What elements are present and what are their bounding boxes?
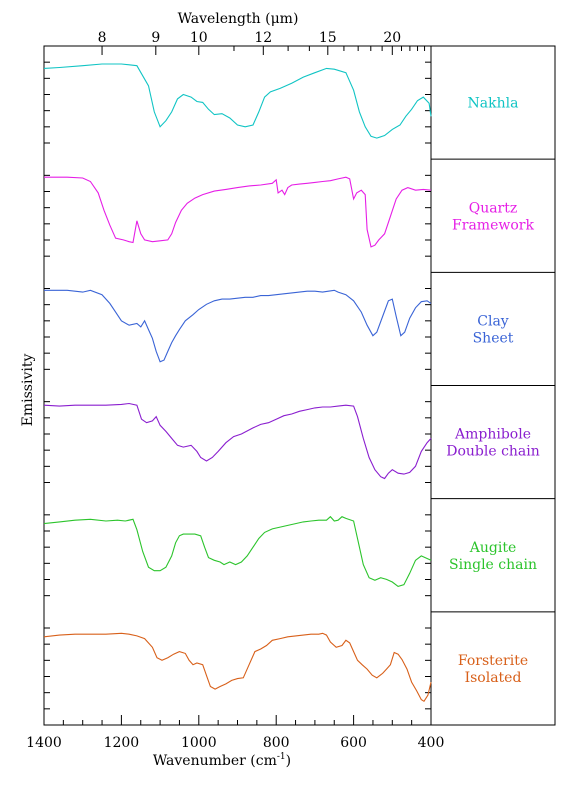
series-label: Single chain xyxy=(449,557,537,573)
series-label: Augite xyxy=(469,540,516,556)
top-axis-label: Wavelength (μm) xyxy=(178,11,299,27)
top-tick-label: 8 xyxy=(98,30,107,46)
series-line-augite-single-chain xyxy=(43,515,432,588)
x-axis-label-tail: ) xyxy=(286,753,291,769)
top-tick-label: 20 xyxy=(383,30,401,46)
top-tick-label: 9 xyxy=(151,30,160,46)
series-label: Framework xyxy=(452,217,534,233)
x-tick-label: 1200 xyxy=(104,735,140,751)
x-tick-label: 800 xyxy=(263,735,290,751)
series-line-quartz-framework xyxy=(44,176,432,248)
axis-ticks: 1400 1200 1000 800 600 400 8 9 10 12 15 20 xyxy=(26,30,444,751)
series-label: Clay xyxy=(477,313,509,329)
x-tick-label: 400 xyxy=(418,735,445,751)
y-axis-label: Emissivity xyxy=(20,354,36,427)
top-tick-label: 12 xyxy=(254,30,272,46)
series-label: Nakhla xyxy=(468,96,519,112)
series-line-forsterite-isolated xyxy=(43,632,432,703)
spectra-curves xyxy=(43,63,432,703)
top-tick-label: 15 xyxy=(319,30,337,46)
plot-panel-frame xyxy=(43,45,556,726)
x-axis-label-sup: -1 xyxy=(277,752,286,762)
x-tick-label: 1400 xyxy=(26,735,62,751)
top-tick-label: 10 xyxy=(190,30,208,46)
series-label: Amphibole xyxy=(454,427,531,443)
x-tick-label: 1000 xyxy=(181,735,217,751)
series-line-amphibole-double-chain xyxy=(43,402,432,480)
series-label: Isolated xyxy=(465,670,522,686)
series-label: Double chain xyxy=(446,444,540,460)
x-tick-label: 600 xyxy=(340,735,367,751)
series-line-nakhla xyxy=(43,63,432,139)
series-label: Sheet xyxy=(473,330,514,346)
series-label: Quartz xyxy=(469,200,518,216)
x-axis-label-main: Wavenumber (cm xyxy=(153,753,277,769)
series-line-clay-sheet xyxy=(44,289,432,363)
x-axis-label: Wavenumber (cm-1) xyxy=(153,752,291,769)
series-label: Forsterite xyxy=(458,653,528,669)
